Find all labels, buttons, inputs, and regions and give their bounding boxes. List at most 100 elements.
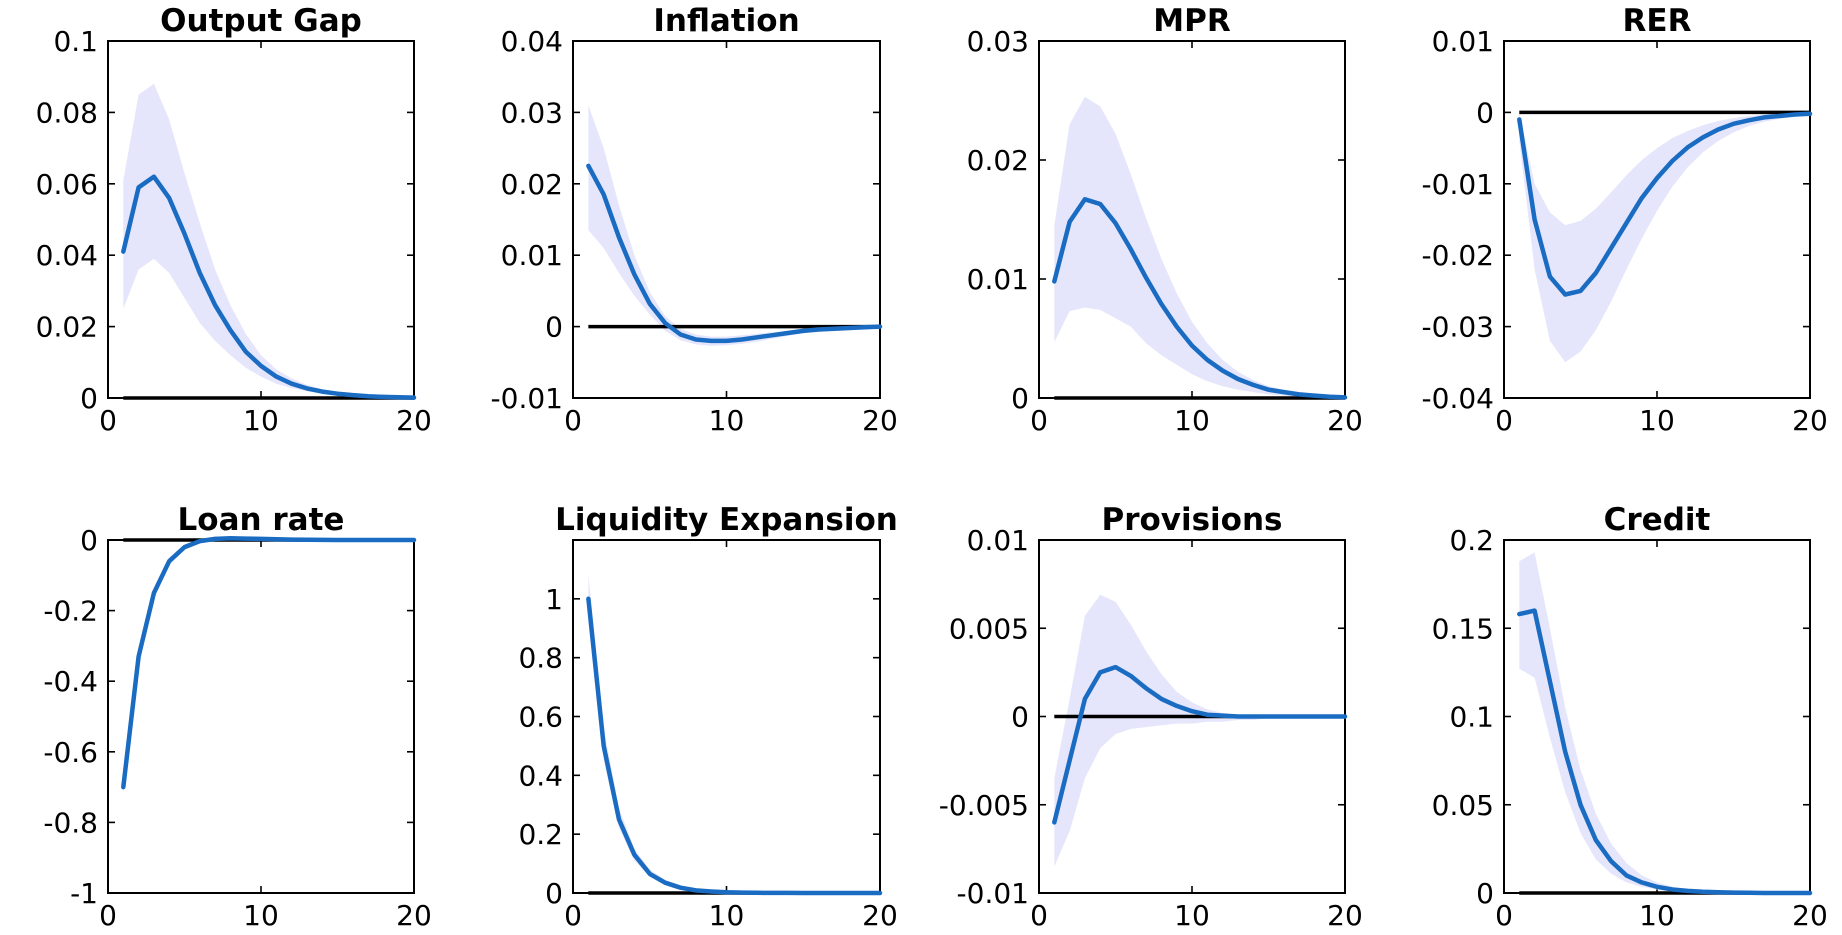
provisions-confidence-band [1054, 594, 1345, 867]
mpr-ytick-label: 0.01 [967, 263, 1029, 296]
liquidity-expansion-ytick-label: 1 [545, 583, 563, 616]
credit-xtick-label: 10 [1639, 899, 1675, 930]
liquidity-expansion-ytick-label: 0.6 [518, 701, 563, 734]
inflation-ytick-label: 0.01 [501, 239, 563, 272]
liquidity-expansion-ytick-label: 0.4 [518, 759, 563, 792]
output-gap-ytick-label: 0 [80, 382, 98, 415]
loan-rate-xtick-label: 0 [99, 899, 117, 930]
liquidity-expansion-ytick-label: 0 [545, 877, 563, 910]
rer-title: RER [1623, 3, 1692, 39]
mpr-xtick-label: 10 [1174, 404, 1210, 437]
mpr-confidence-band [1054, 96, 1345, 399]
output-gap-ytick-label: 0.08 [36, 96, 98, 129]
rer-xtick-label: 0 [1495, 404, 1513, 437]
liquidity-expansion-response-line [586, 596, 883, 896]
panel-credit: Credit 0 0.05 0.1 0.15 0.2 0 10 20 [1432, 502, 1828, 932]
provisions-title: Provisions [1101, 502, 1282, 538]
provisions-ytick-label: -0.01 [957, 877, 1029, 910]
inflation-ytick-label: 0.02 [501, 168, 563, 201]
liquidity-expansion-axes-box [572, 539, 881, 894]
credit-title: Credit [1604, 502, 1711, 538]
liquidity-expansion-ytick-label: 0.2 [518, 818, 563, 851]
inflation-response-line [586, 163, 883, 344]
inflation-ytick-label: 0.04 [501, 25, 563, 58]
loan-rate-ytick-label: -0.8 [43, 806, 98, 839]
loan-rate-ytick-label: -0.2 [43, 595, 98, 628]
loan-rate-title: Loan rate [178, 502, 345, 538]
inflation-ytick-label: 0 [545, 311, 563, 344]
panel-loan-rate: Loan rate -1 -0.8 -0.6 -0.4 -0.2 0 0 10 20 [43, 502, 432, 932]
credit-xtick-label: 20 [1792, 899, 1828, 930]
loan-rate-ytick-label: -0.6 [43, 736, 98, 769]
liquidity-expansion-title: Liquidity Expansion [555, 502, 898, 538]
rer-confidence-band [1519, 112, 1810, 363]
mpr-xtick-label: 20 [1327, 404, 1363, 437]
loan-rate-ytick-label: -0.4 [43, 665, 98, 698]
loan-rate-ytick-label: 0 [80, 524, 98, 557]
output-gap-xtick-label: 0 [99, 404, 117, 437]
credit-ytick-label: 0 [1476, 877, 1494, 910]
inflation-xtick-label: 10 [709, 404, 745, 437]
credit-ytick-label: 0.2 [1449, 524, 1494, 557]
liquidity-expansion-ytick-label: 0.8 [518, 642, 563, 675]
output-gap-xtick-label: 20 [396, 404, 432, 437]
output-gap-title: Output Gap [160, 3, 362, 39]
rer-xtick-label: 10 [1639, 404, 1675, 437]
rer-response-line [1517, 111, 1813, 297]
credit-ytick-label: 0.05 [1432, 789, 1494, 822]
mpr-xtick-label: 0 [1030, 404, 1048, 437]
mpr-response-line [1052, 197, 1348, 400]
output-gap-xtick-label: 10 [243, 404, 279, 437]
credit-ytick-label: 0.1 [1449, 701, 1494, 734]
rer-ytick-label: 0 [1476, 96, 1494, 129]
panel-provisions: Provisions -0.01 -0.005 0 0.005 0.01 0 10 20 [939, 502, 1363, 932]
rer-ytick-label: -0.01 [1422, 168, 1494, 201]
provisions-ytick-label: 0.005 [949, 612, 1029, 645]
mpr-title: MPR [1153, 3, 1231, 39]
loan-rate-xtick-label: 20 [396, 899, 432, 930]
panel-output-gap: Output Gap 0 0.02 0.04 0.06 0.08 0.1 0 10 20 [36, 3, 432, 437]
loan-rate-response-line [121, 535, 417, 790]
rer-xtick-label: 20 [1792, 404, 1828, 437]
inflation-xtick-label: 0 [564, 404, 582, 437]
liquidity-expansion-xtick-label: 20 [862, 899, 898, 930]
output-gap-ytick-label: 0.02 [36, 311, 98, 344]
provisions-ytick-label: 0 [1011, 701, 1029, 734]
inflation-ytick-label: 0.03 [501, 96, 563, 129]
provisions-response-line [1052, 664, 1348, 825]
provisions-ytick-label: 0.01 [967, 524, 1029, 557]
credit-response-line [1517, 608, 1813, 896]
mpr-ytick-label: 0.02 [967, 144, 1029, 177]
loan-rate-axes-box [107, 539, 415, 894]
loan-rate-xtick-label: 10 [243, 899, 279, 930]
provisions-xtick-label: 20 [1327, 899, 1363, 930]
inflation-ytick-label: -0.01 [491, 382, 563, 415]
rer-ytick-label: -0.03 [1422, 311, 1494, 344]
rer-ytick-label: -0.02 [1422, 239, 1494, 272]
provisions-xtick-label: 10 [1174, 899, 1210, 930]
inflation-title: Inflation [653, 3, 799, 39]
output-gap-ytick-label: 0.1 [53, 25, 98, 58]
output-gap-ytick-label: 0.04 [36, 239, 98, 272]
provisions-xtick-label: 0 [1030, 899, 1048, 930]
credit-confidence-band [1519, 552, 1810, 893]
mpr-ytick-label: 0.03 [967, 25, 1029, 58]
output-gap-response-line [121, 174, 417, 400]
mpr-ytick-label: 0 [1011, 382, 1029, 415]
liquidity-expansion-xtick-label: 10 [709, 899, 745, 930]
output-gap-confidence-band [123, 83, 415, 398]
credit-xtick-label: 0 [1495, 899, 1513, 930]
panel-rer: RER -0.04 -0.03 -0.02 -0.01 0 0.01 0 10 20 [1422, 3, 1828, 437]
rer-ytick-label: 0.01 [1432, 25, 1494, 58]
liquidity-expansion-xtick-label: 0 [564, 899, 582, 930]
panel-mpr: MPR 0 0.01 0.02 0.03 0 10 20 [967, 3, 1363, 437]
output-gap-ytick-label: 0.06 [36, 168, 98, 201]
loan-rate-ytick-label: -1 [70, 877, 98, 910]
provisions-ytick-label: -0.005 [939, 789, 1029, 822]
rer-ytick-label: -0.04 [1422, 382, 1494, 415]
inflation-xtick-label: 20 [862, 404, 898, 437]
